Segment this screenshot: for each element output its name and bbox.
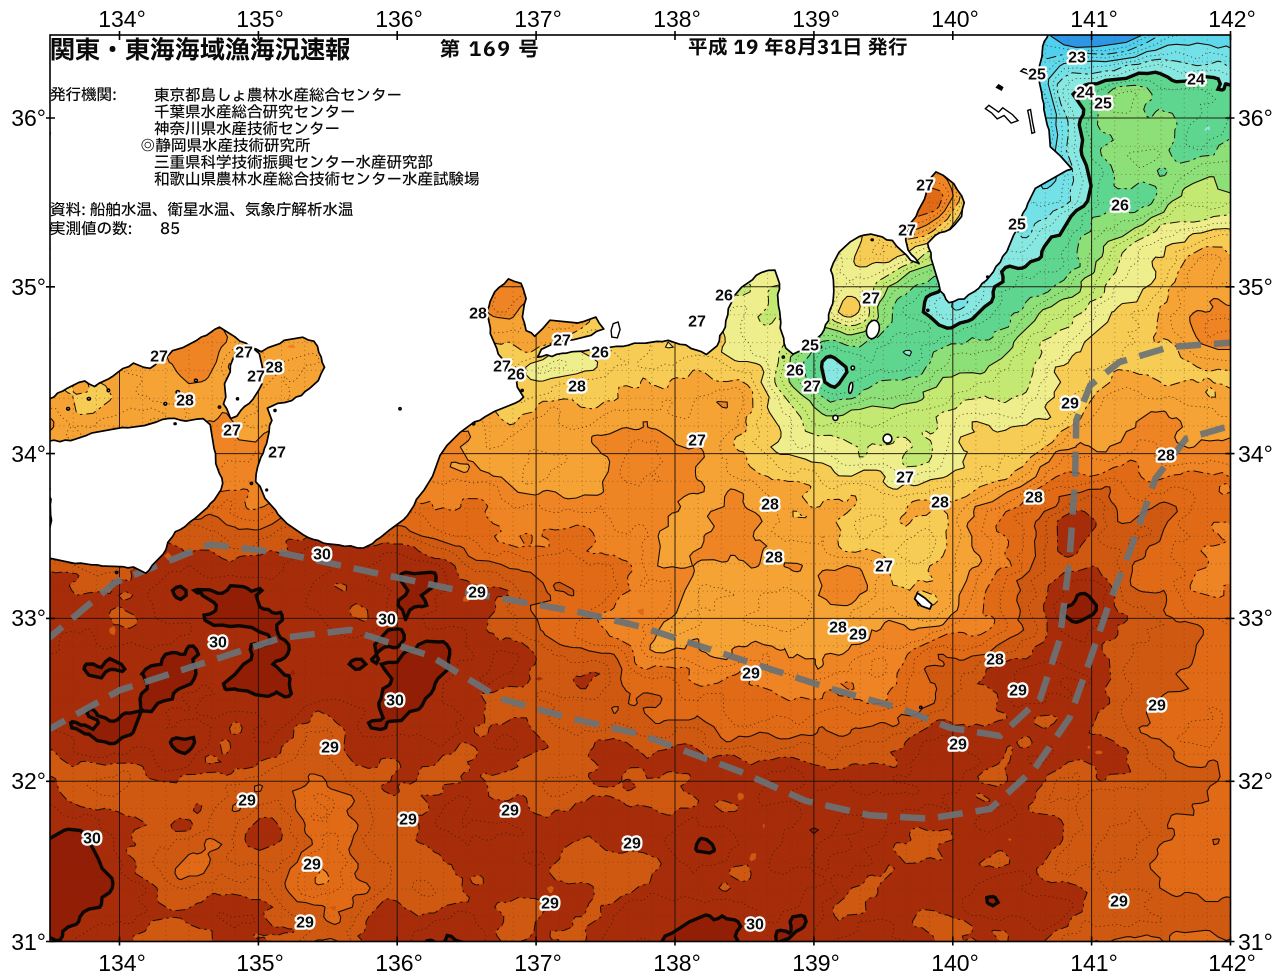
svg-text:28: 28 [1157,448,1175,465]
svg-text:27: 27 [862,291,880,308]
svg-text:27: 27 [223,423,241,440]
svg-text:135°: 135° [236,950,284,976]
svg-text:33°: 33° [11,605,46,631]
svg-text:31°: 31° [1238,929,1273,955]
svg-text:137°: 137° [514,950,562,976]
svg-text:28: 28 [469,306,487,323]
svg-text:29: 29 [1061,396,1079,413]
svg-text:29: 29 [742,666,760,683]
svg-text:34°: 34° [1238,441,1273,467]
svg-text:24: 24 [1187,72,1205,89]
svg-text:29: 29 [399,812,417,829]
svg-text:27: 27 [268,445,286,462]
svg-text:139°: 139° [792,950,840,976]
svg-text:141°: 141° [1070,6,1118,32]
svg-text:35°: 35° [1238,274,1273,300]
svg-text:28: 28 [1025,490,1043,507]
svg-text:29: 29 [1148,698,1166,715]
svg-text:29: 29 [849,627,867,644]
svg-text:28: 28 [765,550,783,567]
svg-text:27: 27 [688,433,706,450]
svg-text:135°: 135° [236,6,284,32]
svg-text:25: 25 [1094,96,1112,113]
svg-text:29: 29 [623,836,641,853]
svg-text:141°: 141° [1070,950,1118,976]
svg-text:29: 29 [541,896,559,913]
svg-text:26: 26 [591,345,609,362]
svg-text:35°: 35° [11,274,46,300]
svg-text:137°: 137° [514,6,562,32]
svg-text:27: 27 [898,223,916,240]
svg-text:28: 28 [829,620,847,637]
svg-text:28: 28 [265,360,283,377]
svg-text:31°: 31° [11,929,46,955]
svg-text:29: 29 [238,793,256,810]
svg-text:142°: 142° [1208,950,1256,976]
svg-text:26: 26 [507,367,525,384]
svg-text:27: 27 [916,178,934,195]
svg-text:30: 30 [378,612,396,629]
svg-text:27: 27 [896,470,914,487]
svg-text:29: 29 [949,737,967,754]
svg-text:30: 30 [746,917,764,934]
svg-text:28: 28 [931,495,949,512]
svg-text:136°: 136° [375,6,423,32]
svg-text:29: 29 [296,915,314,932]
svg-text:30: 30 [313,547,331,564]
svg-text:33°: 33° [1238,605,1273,631]
svg-text:29: 29 [303,857,321,874]
svg-text:27: 27 [803,379,821,396]
svg-text:36°: 36° [1238,105,1273,131]
svg-text:134°: 134° [98,950,146,976]
svg-text:28: 28 [176,393,194,410]
svg-text:29: 29 [1009,683,1027,700]
svg-text:28: 28 [986,652,1004,669]
svg-text:29: 29 [468,585,486,602]
svg-text:138°: 138° [653,6,701,32]
svg-text:27: 27 [247,369,265,386]
svg-text:32°: 32° [1238,768,1273,794]
svg-text:32°: 32° [11,768,46,794]
svg-text:140°: 140° [931,950,979,976]
svg-text:28: 28 [568,379,586,396]
svg-text:140°: 140° [931,6,979,32]
svg-text:142°: 142° [1208,6,1256,32]
svg-text:139°: 139° [792,6,840,32]
svg-text:25: 25 [801,338,819,355]
svg-text:29: 29 [321,740,339,757]
svg-text:28: 28 [761,497,779,514]
svg-text:24: 24 [1076,85,1094,102]
svg-text:30: 30 [386,693,404,710]
svg-text:138°: 138° [653,950,701,976]
svg-text:27: 27 [150,349,168,366]
svg-text:27: 27 [553,333,571,350]
svg-text:34°: 34° [11,441,46,467]
svg-text:27: 27 [875,559,893,576]
svg-text:23: 23 [1068,50,1086,67]
svg-text:27: 27 [688,314,706,331]
svg-text:25: 25 [1008,217,1026,234]
svg-text:134°: 134° [98,6,146,32]
svg-text:29: 29 [1110,894,1128,911]
svg-text:30: 30 [83,831,101,848]
svg-text:26: 26 [1111,198,1129,215]
svg-text:25: 25 [1028,67,1046,84]
svg-text:136°: 136° [375,950,423,976]
svg-text:27: 27 [493,359,511,376]
svg-text:29: 29 [501,803,519,820]
svg-text:26: 26 [715,288,733,305]
svg-text:27: 27 [235,345,253,362]
svg-text:30: 30 [209,635,227,652]
svg-text:36°: 36° [11,105,46,131]
svg-text:26: 26 [786,363,804,380]
